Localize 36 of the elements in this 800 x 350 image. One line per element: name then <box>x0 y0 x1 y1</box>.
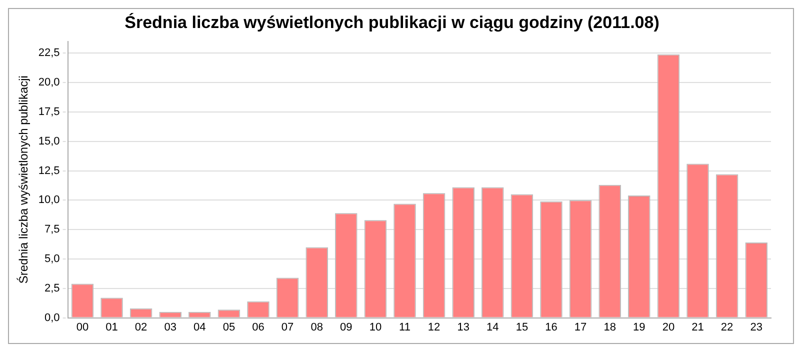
x-tick-label: 21 <box>692 321 704 334</box>
x-tick-label: 19 <box>633 321 646 334</box>
x-tick-label: 18 <box>604 321 616 334</box>
x-tick-label: 10 <box>369 321 382 334</box>
x-tick-label: 22 <box>720 321 734 334</box>
x-tick-label: 12 <box>428 321 440 334</box>
y-tick-label: 0,0 <box>44 312 60 324</box>
x-tick-label: 13 <box>457 321 470 334</box>
x-tick-label: 04 <box>194 321 206 334</box>
y-tick-label: 17,5 <box>38 106 60 118</box>
x-tick-label: 06 <box>252 321 264 334</box>
y-tick-label: 15,0 <box>38 135 60 148</box>
x-tick-label: 00 <box>76 321 89 334</box>
x-tick-label: 09 <box>340 321 352 334</box>
y-axis-title: Średnia liczba wyświetlonych publikacji <box>16 76 31 284</box>
y-tick-label: 5,0 <box>44 253 60 266</box>
x-tick-label: 08 <box>310 321 323 334</box>
chart-title: Średnia liczba wyświetlonych publikacji w ciągu godziny (2011.08) <box>124 12 660 32</box>
y-tick-label: 12,5 <box>38 164 60 177</box>
x-tick-label: 11 <box>399 321 410 334</box>
x-tick-label: 03 <box>164 321 176 334</box>
x-tick-label: 23 <box>750 321 762 334</box>
y-tick-label: 20,0 <box>38 76 60 89</box>
y-tick-label: 10,0 <box>38 194 60 206</box>
y-tick-label: 7,5 <box>44 224 60 236</box>
x-tick-label: 15 <box>516 321 528 334</box>
x-tick-label: 20 <box>662 321 675 334</box>
x-tick-label: 17 <box>574 321 587 334</box>
x-tick-label: 01 <box>106 321 118 334</box>
x-tick-label: 07 <box>281 321 294 334</box>
x-tick-label: 02 <box>134 321 148 334</box>
x-tick-label: 14 <box>486 321 499 334</box>
x-tick-label: 16 <box>545 321 558 334</box>
x-tick-label: 05 <box>222 321 236 334</box>
y-tick-label: 22,5 <box>38 47 60 60</box>
y-tick-label: 2,5 <box>44 282 60 294</box>
